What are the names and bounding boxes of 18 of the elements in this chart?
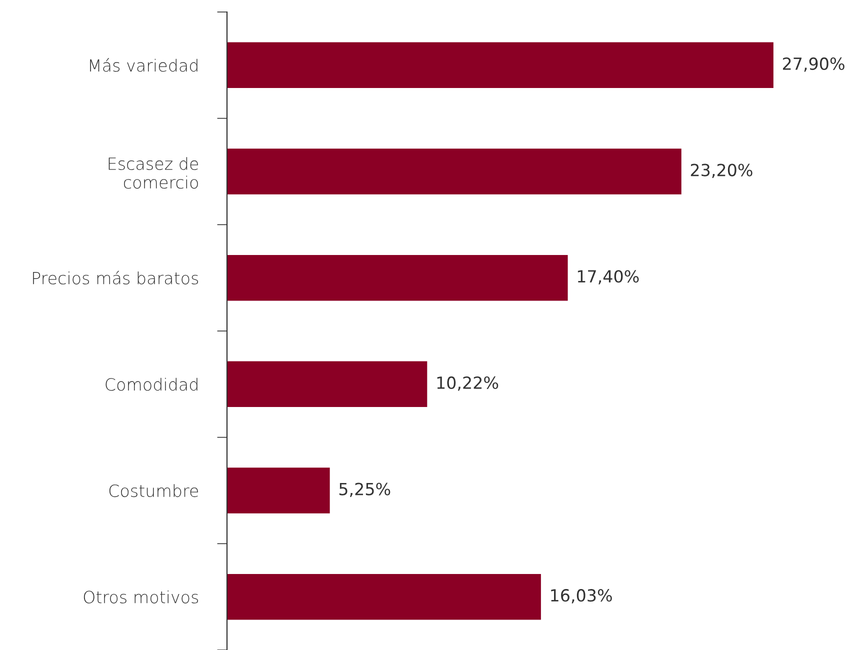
y-tick-label: Comodidad — [106, 378, 198, 391]
data-label: 23,20% — [690, 164, 752, 178]
bar — [227, 468, 330, 514]
data-label: 27,90% — [782, 57, 844, 72]
y-tick-label: Escasez de comercio — [108, 157, 198, 189]
data-label: 17,40% — [578, 270, 639, 284]
bar — [227, 42, 774, 88]
y-tick-label: Otros motivos — [84, 590, 198, 604]
bar — [227, 574, 541, 620]
bar — [227, 148, 682, 194]
y-tick-label: Precios más baratos — [33, 270, 198, 284]
data-label: 5,25% — [339, 482, 390, 498]
bar — [227, 254, 568, 301]
y-tick-label: Costumbre — [109, 484, 198, 498]
y-tick-label: Más variedad — [90, 58, 198, 72]
data-label: 10,22% — [437, 376, 498, 391]
data-label: 16,03% — [551, 589, 612, 604]
bar — [227, 361, 428, 408]
